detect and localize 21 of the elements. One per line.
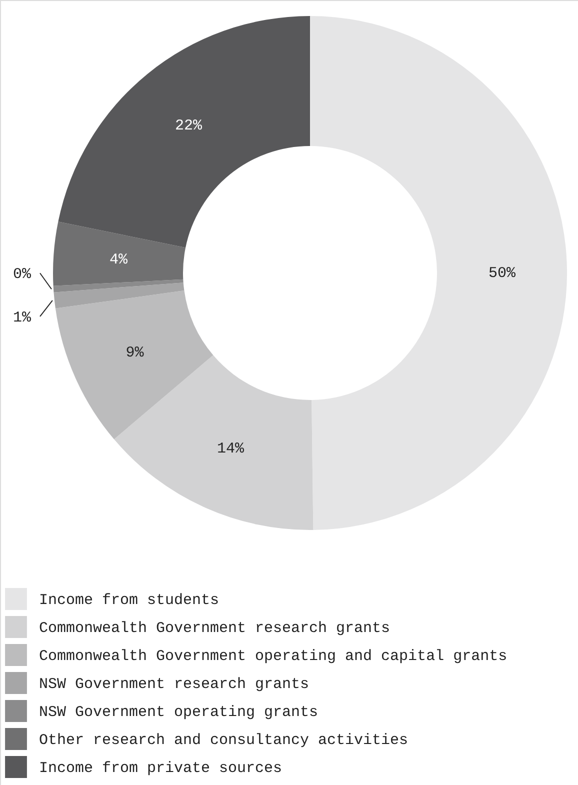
data-label: 22% bbox=[175, 117, 204, 134]
legend-label: Income from students bbox=[39, 592, 220, 609]
donut-slice bbox=[55, 290, 214, 440]
donut-slice bbox=[58, 16, 310, 248]
data-label: 0% bbox=[12, 266, 32, 284]
data-label: 50% bbox=[488, 264, 516, 282]
legend-label: Other research and consultancy activities bbox=[39, 732, 408, 749]
donut-slice bbox=[54, 282, 184, 308]
donut-slice bbox=[53, 279, 184, 292]
legend-label: NSW Government research grants bbox=[39, 676, 310, 693]
donut-slice bbox=[310, 16, 567, 530]
data-label: 1% bbox=[12, 309, 32, 326]
legend-label: Commonwealth Government operating and capital grants bbox=[39, 648, 508, 665]
donut-slice bbox=[114, 355, 314, 530]
data-label: 4% bbox=[110, 252, 129, 269]
data-label: 14% bbox=[216, 440, 245, 458]
legend-label: Commonwealth Government research grants bbox=[39, 620, 390, 637]
data-label: 9% bbox=[126, 344, 145, 362]
legend-label: NSW Government operating grants bbox=[39, 704, 318, 721]
legend-label: Income from private sources bbox=[39, 760, 282, 777]
donut-slice bbox=[53, 222, 186, 286]
